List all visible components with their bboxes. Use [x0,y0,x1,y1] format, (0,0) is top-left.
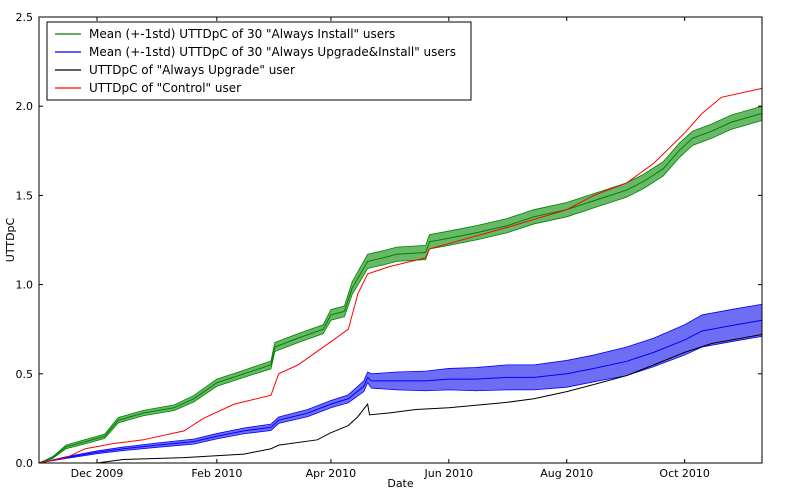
series-line-1 [38,319,763,464]
series-lines [38,87,763,464]
series-line-0 [38,112,763,464]
plot-frame [38,16,763,464]
y-tick-label-4: 2.0 [16,100,34,113]
std-band-0 [39,106,762,463]
axis-ticks: 0.0 0.5 1.0 1.5 2.0 2.5 Dec 2009 Feb 2010 Apr 20… [16,11,762,480]
std-band-1 [39,304,762,463]
std-band-upper-0 [38,105,763,464]
std-bands [39,106,762,463]
x-axis-label: Date [387,477,414,490]
series-line-2 [39,334,763,464]
y-tick-label-1: 0.5 [16,368,34,381]
x-tick-label-2: Apr 2010 [306,467,357,480]
series-line-3 [38,87,763,464]
y-tick-label-5: 2.5 [16,11,34,24]
legend-label-1: Mean (+-1std) UTTDpC of 30 "Always Upgra… [89,45,456,59]
std-band-lower-0 [38,120,763,464]
x-tick-label-4: Aug 2010 [540,467,593,480]
y-tick-label-3: 1.5 [16,189,34,202]
y-tick-label-0: 0.0 [16,457,34,470]
x-tick-label-3: Jun 2010 [423,467,473,480]
legend-label-0: Mean (+-1std) UTTDpC of 30 "Always Insta… [89,27,395,41]
legend-box [46,21,472,101]
x-tick-label-0: Dec 2009 [71,467,124,480]
legend: Mean (+-1std) UTTDpC of 30 "Always Insta… [46,21,472,101]
y-tick-label-2: 1.0 [16,279,34,292]
x-tick-label-5: Oct 2010 [659,467,710,480]
y-axis-label: UTTDpC [4,217,17,262]
legend-label-3: UTTDpC of "Control" user [89,81,241,95]
std-band-upper-1 [38,303,763,464]
x-tick-label-1: Feb 2010 [191,467,242,480]
legend-label-2: UTTDpC of "Always Upgrade" user [89,63,295,77]
